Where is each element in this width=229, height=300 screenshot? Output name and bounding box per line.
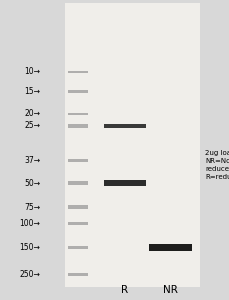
Text: 100→: 100→ <box>19 219 40 228</box>
Bar <box>65 3 200 286</box>
Text: 250→: 250→ <box>19 270 40 279</box>
Bar <box>68 71 88 73</box>
Text: 75→: 75→ <box>24 202 40 211</box>
Bar <box>68 124 88 128</box>
Bar <box>68 222 88 224</box>
Text: 150→: 150→ <box>19 243 40 252</box>
Bar <box>68 91 88 92</box>
Text: 2ug loading
NR=Non-
reduced
R=reduced: 2ug loading NR=Non- reduced R=reduced <box>205 150 229 180</box>
Bar <box>68 205 88 209</box>
Bar <box>68 273 88 276</box>
Bar <box>68 159 88 161</box>
Text: 15→: 15→ <box>24 87 40 96</box>
Text: 50→: 50→ <box>24 178 40 188</box>
Text: R: R <box>121 285 128 296</box>
Bar <box>104 124 146 128</box>
Bar <box>149 244 192 251</box>
Text: NR: NR <box>163 285 178 296</box>
Bar <box>68 113 88 115</box>
Bar <box>68 181 88 185</box>
Text: 37→: 37→ <box>24 156 40 165</box>
Bar <box>104 180 146 186</box>
Text: 20→: 20→ <box>24 110 40 118</box>
Text: 10→: 10→ <box>24 68 40 76</box>
Text: 25→: 25→ <box>24 122 40 130</box>
Bar <box>68 247 88 248</box>
